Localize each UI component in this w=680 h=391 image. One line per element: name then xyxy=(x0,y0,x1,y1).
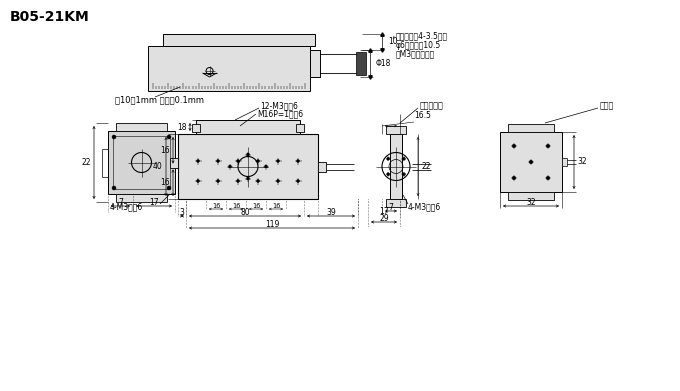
Text: 119: 119 xyxy=(265,220,279,229)
Text: 32: 32 xyxy=(526,198,536,207)
Circle shape xyxy=(167,186,171,190)
Circle shape xyxy=(237,160,239,163)
Text: （M3用螺栓孔）: （M3用螺栓孔） xyxy=(396,50,435,59)
Bar xyxy=(116,123,167,131)
Bar xyxy=(148,46,310,91)
Text: 16.5: 16.5 xyxy=(414,111,431,120)
Circle shape xyxy=(277,179,279,183)
Circle shape xyxy=(277,160,279,163)
Circle shape xyxy=(256,160,260,163)
Bar xyxy=(196,120,300,134)
Text: 4-M3深度6: 4-M3深度6 xyxy=(408,203,441,212)
Text: 12-M3深度6: 12-M3深度6 xyxy=(260,102,298,111)
Circle shape xyxy=(403,173,405,176)
Circle shape xyxy=(112,135,116,139)
Text: M16P=1深度6: M16P=1深度6 xyxy=(257,109,303,118)
Circle shape xyxy=(216,179,220,183)
Text: 17: 17 xyxy=(379,206,389,215)
Circle shape xyxy=(387,157,390,160)
Bar xyxy=(163,34,315,46)
Text: 10: 10 xyxy=(388,38,398,47)
Text: 16: 16 xyxy=(160,178,169,187)
Text: 16: 16 xyxy=(160,146,169,155)
Bar xyxy=(113,136,170,189)
Bar xyxy=(116,194,167,202)
Circle shape xyxy=(197,160,199,163)
Circle shape xyxy=(512,144,516,148)
Text: 7: 7 xyxy=(388,203,394,212)
Bar xyxy=(508,124,554,132)
Text: 自反面開吅4-3.5通孔: 自反面開吅4-3.5通孔 xyxy=(396,32,448,41)
Circle shape xyxy=(237,179,239,183)
Circle shape xyxy=(296,160,299,163)
Text: φ6沉孔深度10.5: φ6沉孔深度10.5 xyxy=(396,41,441,50)
Bar xyxy=(318,161,326,172)
Bar xyxy=(108,131,175,194)
Text: 80: 80 xyxy=(240,208,250,217)
Text: 39: 39 xyxy=(326,208,336,217)
Circle shape xyxy=(112,186,116,190)
Text: 32: 32 xyxy=(577,158,587,167)
Circle shape xyxy=(529,160,533,164)
Circle shape xyxy=(228,165,231,168)
Circle shape xyxy=(246,153,250,156)
Text: 進給用把手: 進給用把手 xyxy=(420,102,444,111)
Bar xyxy=(386,126,406,134)
Text: 4-M3深度6: 4-M3深度6 xyxy=(110,203,143,212)
Text: 16: 16 xyxy=(232,203,240,208)
Circle shape xyxy=(296,179,299,183)
Circle shape xyxy=(265,165,267,168)
Bar xyxy=(178,134,318,199)
Circle shape xyxy=(387,173,390,176)
Circle shape xyxy=(546,144,550,148)
Bar xyxy=(500,132,562,192)
Text: 22: 22 xyxy=(422,162,432,171)
Circle shape xyxy=(512,176,516,180)
Text: 22: 22 xyxy=(81,158,90,167)
Circle shape xyxy=(403,157,405,160)
Text: 3: 3 xyxy=(180,208,184,217)
Text: B05-21KM: B05-21KM xyxy=(10,10,90,24)
Bar xyxy=(170,158,178,167)
Text: 7: 7 xyxy=(118,198,123,207)
Text: 29: 29 xyxy=(379,214,389,223)
Text: 刷10度1mm 遙尺褡0.1mm: 刷10度1mm 遙尺褡0.1mm xyxy=(115,95,204,104)
Text: Φ18: Φ18 xyxy=(376,59,392,68)
Circle shape xyxy=(216,160,220,163)
Bar xyxy=(310,50,320,77)
Circle shape xyxy=(246,177,250,180)
Text: 18: 18 xyxy=(177,122,186,131)
Bar xyxy=(508,192,554,200)
Text: 17: 17 xyxy=(149,198,159,207)
Bar xyxy=(296,124,304,132)
Text: 16: 16 xyxy=(272,203,280,208)
Circle shape xyxy=(546,176,550,180)
Bar xyxy=(356,52,366,75)
Circle shape xyxy=(256,179,260,183)
Bar xyxy=(192,124,200,132)
Text: 固定具: 固定具 xyxy=(600,102,614,111)
Bar xyxy=(562,158,567,166)
Text: 40: 40 xyxy=(153,162,163,171)
Text: 16: 16 xyxy=(252,203,260,208)
Bar xyxy=(390,134,402,199)
Text: 16: 16 xyxy=(211,203,220,208)
Bar xyxy=(386,199,406,207)
Circle shape xyxy=(167,135,171,139)
Circle shape xyxy=(197,179,199,183)
